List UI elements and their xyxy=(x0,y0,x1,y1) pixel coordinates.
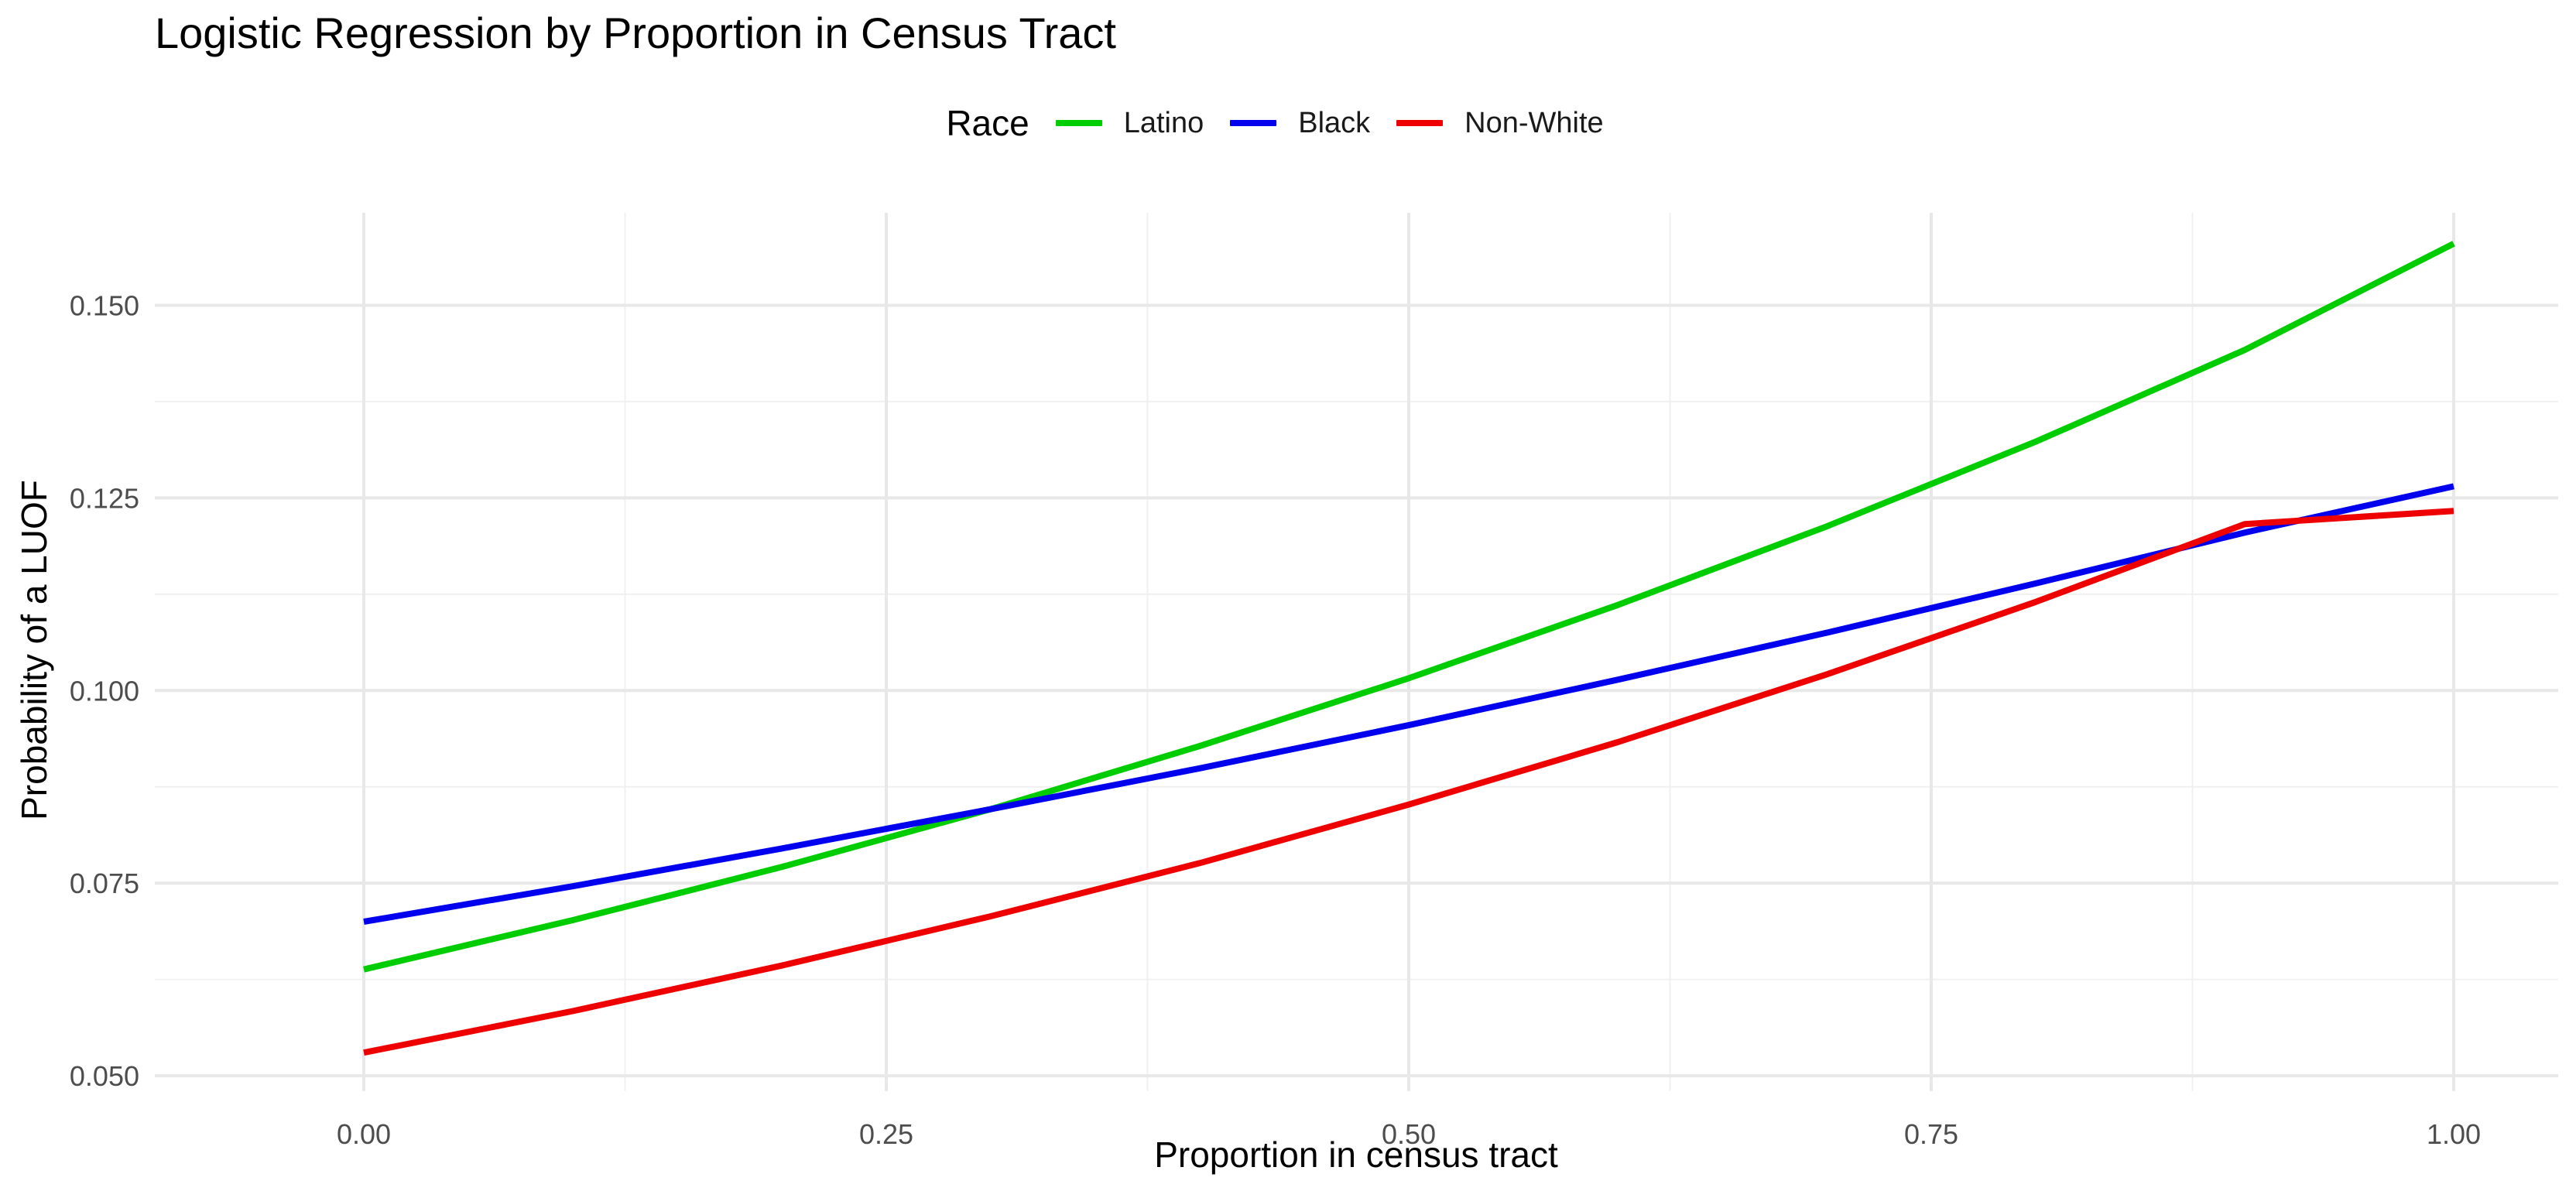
x-axis-label: Proportion in census tract xyxy=(1154,1135,1558,1175)
legend: Race Latino Black Non-White xyxy=(0,102,2576,144)
y-tick-label: 0.050 xyxy=(70,1060,139,1092)
y-tick-label: 0.100 xyxy=(70,675,139,707)
series-line-non-white xyxy=(363,508,2454,1056)
y-tick-label: 0.125 xyxy=(70,482,139,514)
legend-key-non-white xyxy=(1396,120,1444,126)
legend-label-black: Black xyxy=(1298,106,1371,139)
legend-label-non-white: Non-White xyxy=(1464,106,1604,139)
x-tick-label: 0.50 xyxy=(1382,1118,1436,1150)
y-axis-ticks: 0.050 0.075 0.100 0.125 0.150 xyxy=(70,289,139,1092)
legend-title: Race xyxy=(946,103,1029,143)
legend-item-non-white: Non-White xyxy=(1396,107,1604,140)
x-axis-ticks: 0.00 0.25 0.50 0.75 1.00 xyxy=(337,1118,2481,1150)
series-lines xyxy=(363,241,2455,1056)
legend-key-latino xyxy=(1055,120,1102,126)
chart-title: Logistic Regression by Proportion in Cen… xyxy=(155,9,1116,57)
x-tick-label: 0.00 xyxy=(337,1118,391,1150)
series-line-black xyxy=(363,483,2454,925)
x-tick-label: 1.00 xyxy=(2427,1118,2481,1150)
y-tick-label: 0.150 xyxy=(70,289,139,321)
legend-item-latino: Latino xyxy=(1055,106,1204,140)
x-tick-label: 0.25 xyxy=(859,1118,913,1150)
legend-item-black: Black xyxy=(1230,107,1370,140)
x-tick-label: 0.75 xyxy=(1904,1118,1958,1150)
y-axis-label: Probability of a LUOF xyxy=(14,480,54,820)
legend-label-latino: Latino xyxy=(1123,106,1204,139)
y-tick-label: 0.075 xyxy=(70,868,139,899)
series-line-latino xyxy=(363,241,2455,973)
grid-lines xyxy=(155,213,2558,1091)
legend-key-black xyxy=(1230,120,1277,126)
